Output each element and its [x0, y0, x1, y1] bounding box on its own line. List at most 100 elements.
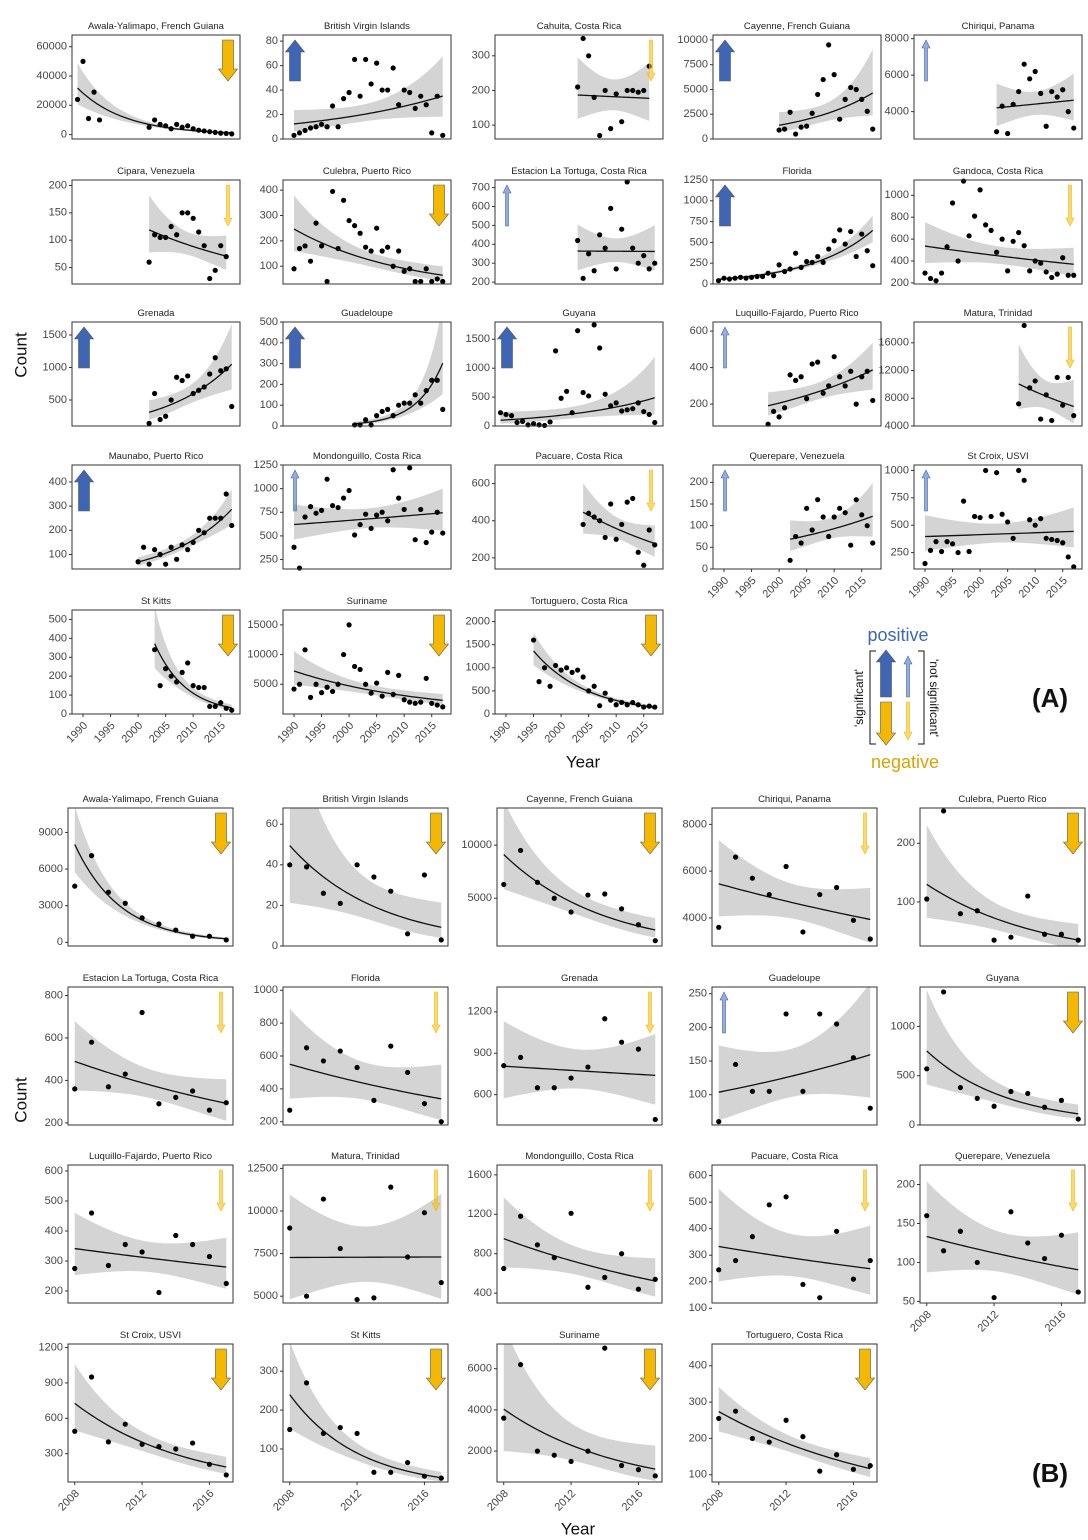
trend-line: [718, 883, 871, 921]
x-tick-label: 2000: [119, 720, 145, 746]
y-tick-label: 800: [891, 211, 909, 223]
data-point: [401, 506, 407, 513]
data-point: [864, 248, 870, 254]
y-tick-label: 15000: [247, 619, 278, 631]
data-point: [870, 540, 876, 546]
data-point: [423, 675, 429, 681]
y-tick-label: 300: [260, 1365, 278, 1377]
data-point: [804, 123, 810, 129]
y-tick-label: 4000: [885, 420, 909, 432]
confidence-band: [294, 650, 443, 705]
data-point: [848, 542, 854, 548]
data-point: [385, 518, 391, 524]
data-point: [412, 392, 418, 398]
data-point: [501, 1063, 507, 1069]
plot-frame: [711, 807, 878, 947]
confidence-band: [790, 482, 873, 551]
x-tick-label: 2015: [1044, 575, 1070, 601]
data-point: [652, 1116, 658, 1123]
x-axis-label: Year: [561, 1519, 596, 1538]
y-tick-label: 40: [266, 859, 278, 871]
data-point: [337, 1048, 343, 1054]
data-point: [867, 936, 873, 942]
data-point: [1016, 88, 1022, 95]
data-point: [423, 266, 429, 272]
data-point: [766, 1202, 772, 1208]
y-tick-label: 600: [45, 1412, 63, 1424]
data-point: [173, 1094, 179, 1100]
data-point: [337, 1245, 343, 1252]
data-point: [329, 188, 336, 195]
trend-line: [924, 530, 1074, 538]
y-tick-label: 200: [472, 276, 490, 288]
data-point: [196, 527, 202, 533]
data-point: [859, 374, 865, 380]
data-point: [390, 263, 396, 269]
data-point: [602, 391, 608, 397]
data-point: [837, 227, 843, 233]
data-point: [787, 557, 793, 563]
confidence-band: [503, 1021, 656, 1105]
confidence-band: [289, 1344, 442, 1482]
y-tick-label: 2000: [466, 615, 490, 627]
trend-arrow: [217, 39, 239, 82]
trend-line: [767, 369, 874, 407]
confidence-band: [718, 215, 873, 281]
data-point: [418, 400, 424, 406]
data-point: [597, 345, 603, 351]
data-point: [412, 105, 418, 112]
data-point: [944, 539, 950, 545]
x-tick-label: 2016: [620, 1488, 646, 1514]
data-point: [1005, 519, 1011, 525]
data-point: [404, 1069, 411, 1076]
data-point: [324, 684, 330, 690]
data-point: [800, 929, 806, 935]
data-point: [421, 1473, 428, 1479]
data-point: [135, 559, 141, 565]
data-point: [994, 129, 1000, 135]
data-point: [385, 406, 391, 412]
y-tick-label: 600: [472, 200, 490, 212]
data-point: [826, 383, 832, 389]
data-point: [1021, 322, 1027, 329]
data-point: [206, 1253, 213, 1260]
data-point: [817, 1011, 823, 1017]
trend-arrow: [431, 1169, 441, 1212]
x-tick-label: 2015: [625, 720, 651, 746]
trend-arrow: [921, 469, 931, 512]
data-point: [401, 268, 407, 274]
confidence-band: [154, 610, 232, 710]
facet-title: St Croix, USVI: [119, 1330, 182, 1341]
data-point: [357, 521, 363, 528]
y-tick-label: 300: [689, 1249, 707, 1261]
confidence-band: [503, 1197, 656, 1297]
data-point: [303, 1293, 310, 1299]
data-point: [74, 96, 81, 103]
data-point: [179, 124, 185, 130]
trend-line: [926, 1050, 1079, 1115]
x-tick-label: 2016: [406, 1488, 432, 1514]
y-tick-label: 100: [689, 1302, 707, 1314]
data-point: [602, 690, 608, 696]
y-tick-label: 600: [472, 477, 490, 489]
trend-arrow: [425, 1348, 447, 1391]
y-tick-label: 100: [49, 548, 67, 560]
y-tick-label: 7500: [254, 1247, 278, 1259]
data-point: [501, 1265, 507, 1272]
data-point: [368, 525, 374, 531]
data-point: [820, 390, 826, 396]
trend-line: [289, 845, 442, 928]
data-point: [423, 102, 429, 108]
data-point: [652, 419, 658, 426]
data-point: [974, 908, 980, 914]
trend-line: [289, 1063, 442, 1100]
facet-title: Querepare, Venezuela: [954, 1151, 1051, 1162]
data-point: [1065, 109, 1071, 115]
data-point: [1025, 1240, 1031, 1246]
data-point: [924, 1066, 930, 1072]
data-point: [613, 266, 619, 272]
confidence-band: [74, 1212, 227, 1289]
y-tick-label: 600: [689, 1170, 707, 1182]
trend-line: [148, 363, 233, 413]
data-point: [974, 1095, 980, 1101]
